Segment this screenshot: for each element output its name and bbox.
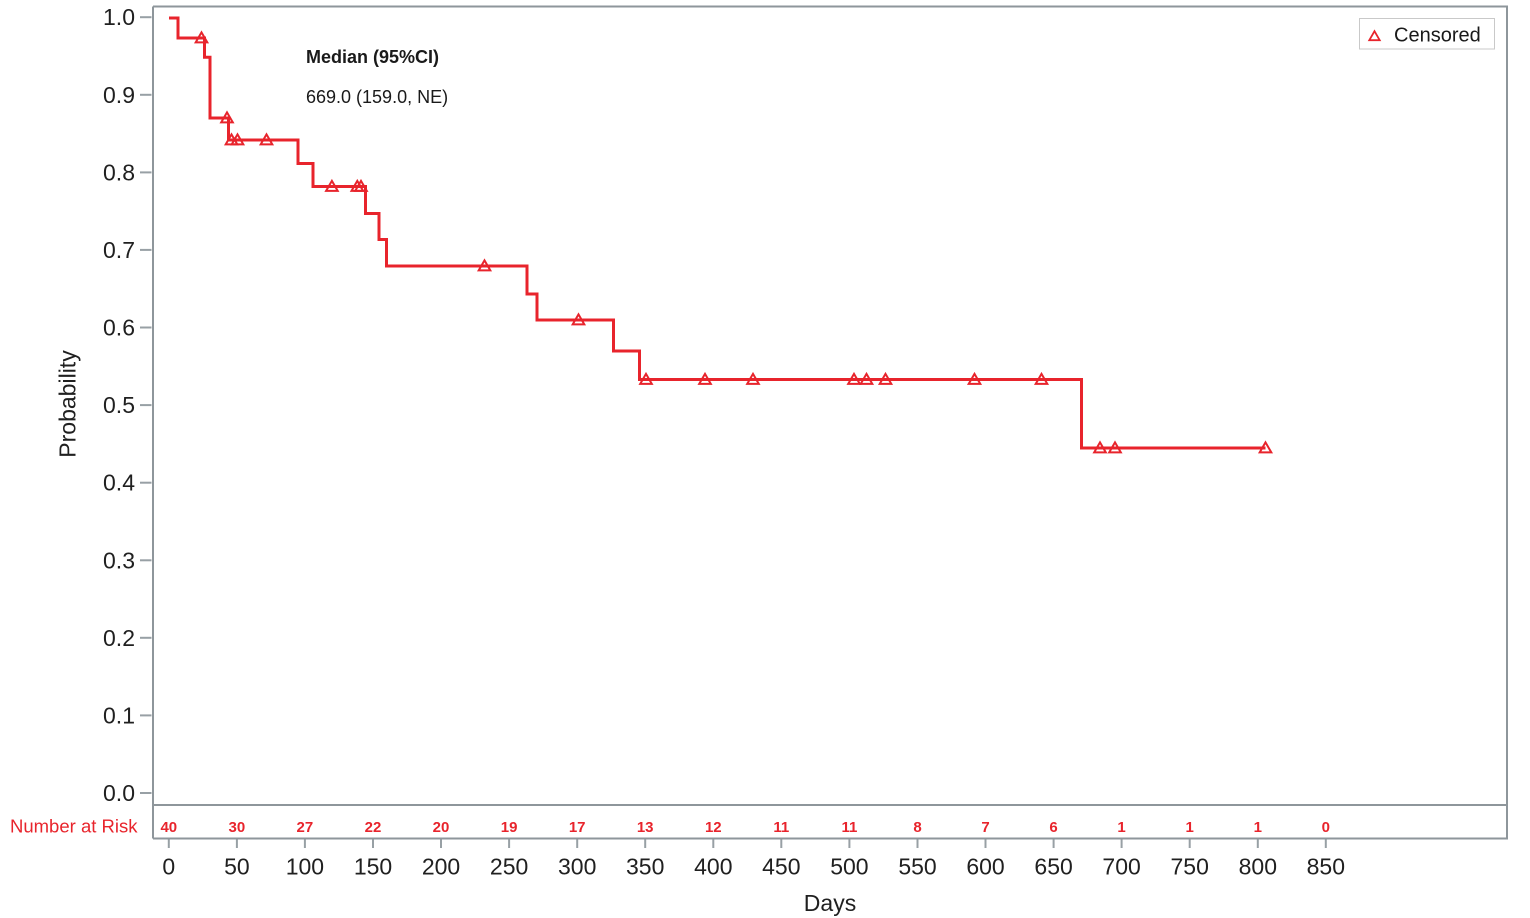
svg-text:40: 40 [160, 819, 177, 836]
svg-text:0.9: 0.9 [103, 82, 135, 108]
svg-text:0.3: 0.3 [103, 547, 135, 573]
svg-text:250: 250 [490, 854, 528, 880]
svg-text:1: 1 [1254, 819, 1262, 836]
svg-text:0.8: 0.8 [103, 159, 135, 185]
svg-text:1.0: 1.0 [103, 4, 135, 30]
svg-text:8: 8 [913, 819, 921, 836]
svg-text:700: 700 [1102, 854, 1140, 880]
svg-text:200: 200 [422, 854, 460, 880]
svg-text:350: 350 [626, 854, 664, 880]
svg-text:0.0: 0.0 [103, 780, 135, 806]
svg-text:550: 550 [898, 854, 936, 880]
svg-text:0.2: 0.2 [103, 625, 135, 651]
svg-text:Probability: Probability [55, 350, 81, 458]
svg-text:650: 650 [1034, 854, 1072, 880]
svg-text:12: 12 [705, 819, 722, 836]
svg-text:300: 300 [558, 854, 596, 880]
svg-text:1: 1 [1186, 819, 1194, 836]
svg-text:150: 150 [354, 854, 392, 880]
svg-text:0.7: 0.7 [103, 237, 135, 263]
svg-text:1: 1 [1117, 819, 1125, 836]
svg-text:Days: Days [804, 890, 856, 916]
svg-text:11: 11 [841, 819, 857, 836]
svg-text:50: 50 [224, 854, 250, 880]
svg-text:Median (95%CI): Median (95%CI) [306, 47, 439, 67]
svg-text:Censored: Censored [1394, 25, 1481, 47]
svg-text:22: 22 [365, 819, 382, 836]
svg-text:17: 17 [569, 819, 586, 836]
svg-text:19: 19 [501, 819, 518, 836]
svg-text:0.4: 0.4 [103, 470, 135, 496]
svg-text:0: 0 [162, 854, 175, 880]
svg-text:0.5: 0.5 [103, 392, 135, 418]
svg-text:669.0 (159.0, NE): 669.0 (159.0, NE) [306, 87, 448, 107]
svg-text:7: 7 [981, 819, 989, 836]
svg-text:20: 20 [433, 819, 450, 836]
svg-text:400: 400 [694, 854, 732, 880]
svg-text:27: 27 [297, 819, 314, 836]
svg-text:0.6: 0.6 [103, 315, 135, 341]
svg-text:600: 600 [966, 854, 1004, 880]
svg-text:100: 100 [286, 854, 324, 880]
svg-text:750: 750 [1171, 854, 1209, 880]
svg-text:30: 30 [229, 819, 246, 836]
svg-text:0.1: 0.1 [103, 702, 135, 728]
svg-text:800: 800 [1239, 854, 1277, 880]
svg-text:11: 11 [773, 819, 789, 836]
svg-text:0: 0 [1322, 819, 1330, 836]
svg-text:6: 6 [1049, 819, 1057, 836]
svg-text:500: 500 [830, 854, 868, 880]
svg-text:450: 450 [762, 854, 800, 880]
svg-text:13: 13 [637, 819, 654, 836]
svg-text:850: 850 [1307, 854, 1345, 880]
svg-text:Number at Risk: Number at Risk [10, 816, 138, 837]
